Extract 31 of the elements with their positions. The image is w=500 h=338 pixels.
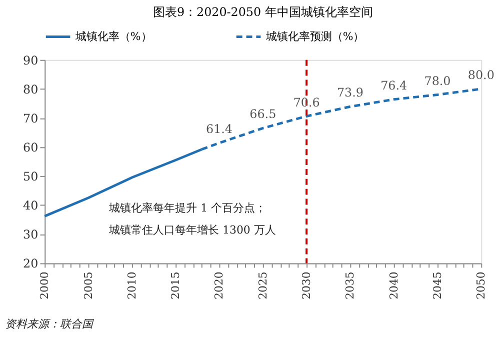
y-tick-label: 80 bbox=[23, 82, 38, 96]
x-tick-label: 2050 bbox=[474, 272, 488, 300]
x-tick-label: 2040 bbox=[387, 272, 400, 300]
data-label: 78.0 bbox=[424, 74, 451, 88]
x-tick-label: 2025 bbox=[256, 272, 270, 300]
data-label: 61.4 bbox=[206, 122, 232, 136]
x-tick-label: 2005 bbox=[82, 272, 95, 300]
x-tick-label: 2045 bbox=[430, 272, 444, 300]
legend-label: 城镇化率预测（%） bbox=[264, 30, 364, 43]
x-tick-label: 2000 bbox=[38, 272, 52, 300]
y-tick-label: 40 bbox=[23, 198, 38, 213]
legend-label: 城镇化率（%） bbox=[74, 30, 152, 43]
y-tick-label: 20 bbox=[23, 256, 38, 271]
x-tick-label: 2035 bbox=[344, 272, 357, 300]
y-tick-label: 50 bbox=[23, 170, 38, 184]
data-label: 66.5 bbox=[250, 107, 276, 122]
y-tick-label: 90 bbox=[23, 53, 38, 68]
data-label: 76.4 bbox=[380, 78, 408, 92]
chart-title: 图表9：2020-2050 年中国城镇化率空间 bbox=[152, 5, 373, 20]
annotation: 城镇常住人口每年增长 1300 万人 bbox=[108, 223, 276, 236]
text: 资料来源：联合国 bbox=[4, 318, 94, 331]
y-tick-label: 60 bbox=[23, 140, 38, 154]
x-tick-label: 2020 bbox=[212, 272, 226, 300]
x-tick-label: 2015 bbox=[169, 272, 182, 300]
x-tick-label: 2030 bbox=[300, 272, 314, 300]
data-label: 80.0 bbox=[468, 68, 494, 82]
annotation: 城镇化率每年提升 1 个百分点； bbox=[108, 202, 266, 215]
y-tick-label: 30 bbox=[23, 228, 38, 242]
data-label: 73.9 bbox=[336, 86, 364, 100]
y-tick-label: 70 bbox=[23, 111, 38, 126]
x-tick-label: 2010 bbox=[125, 272, 138, 300]
